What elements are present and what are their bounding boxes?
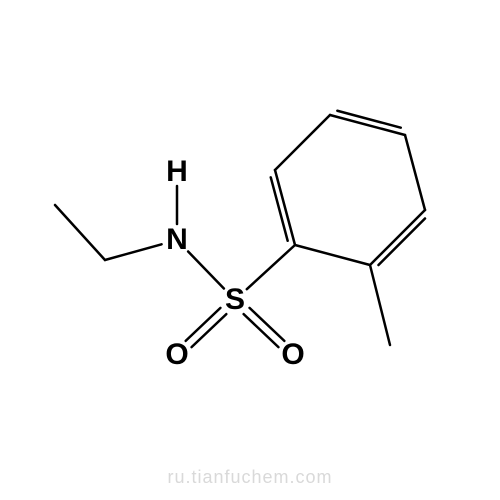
atom-o: O <box>165 338 188 372</box>
atom-n: N <box>166 223 188 257</box>
atom-o: O <box>281 338 304 372</box>
atom-h: H <box>166 155 188 189</box>
atom-s: S <box>225 283 245 317</box>
bond-svg <box>0 0 500 500</box>
molecule-canvas: S O O NH <box>0 0 500 500</box>
